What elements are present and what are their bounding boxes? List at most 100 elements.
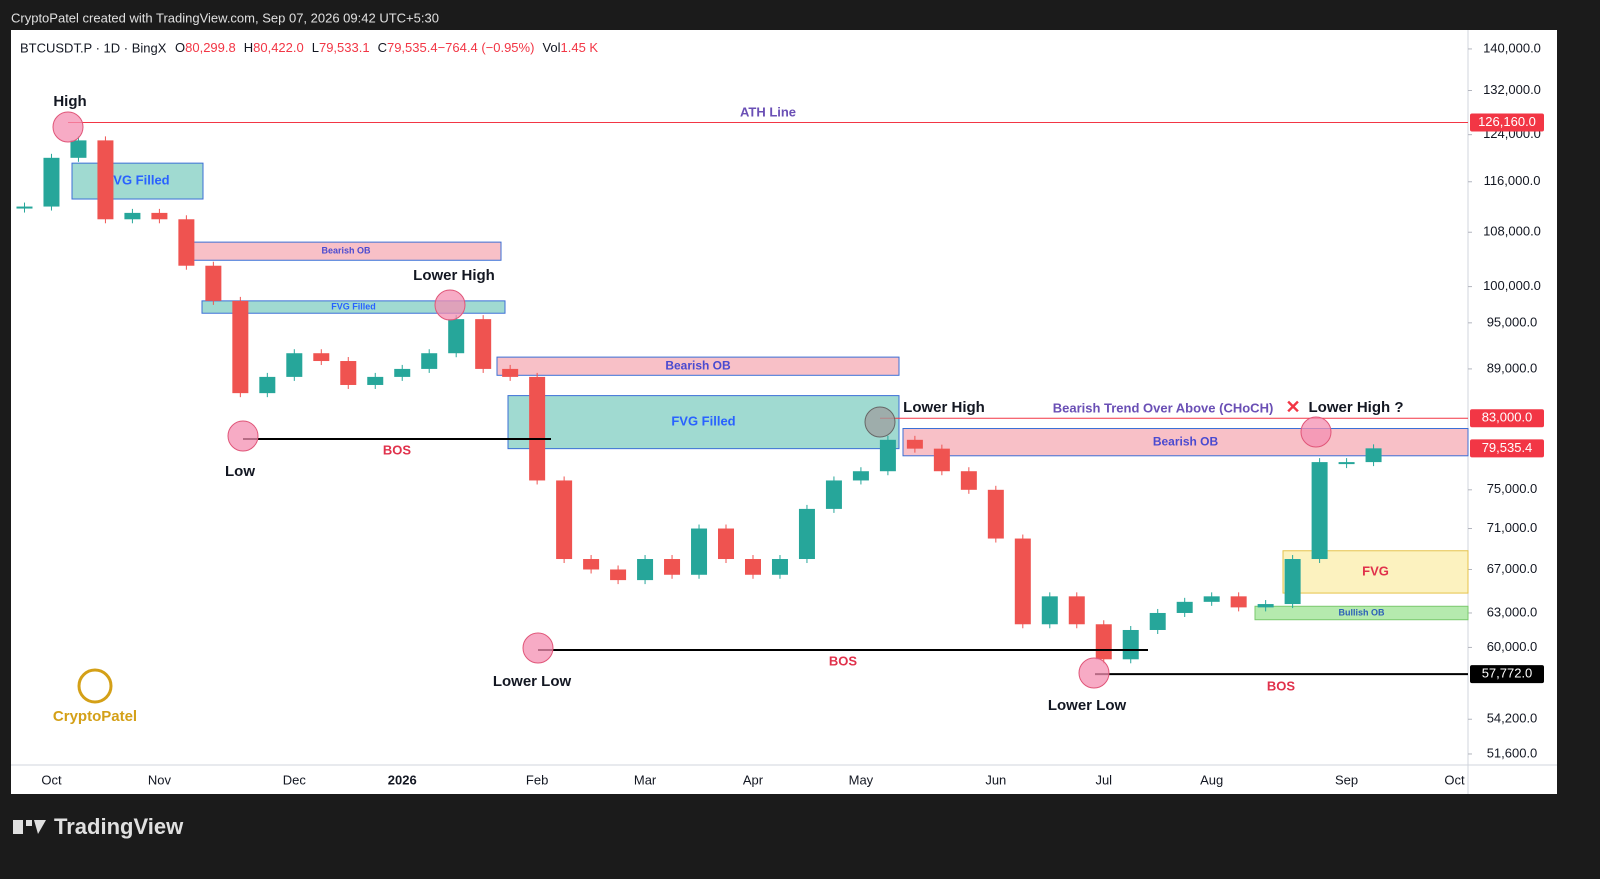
y-tick-label: 63,000.0: [1487, 604, 1538, 619]
annotation: BOS: [383, 442, 412, 457]
ohlc-header: O80,299.8 H80,422.0 L79,533.1 C79,535.4−764…: [175, 40, 598, 55]
candle: [1041, 596, 1058, 625]
x-tick-label: May: [849, 772, 874, 787]
footer-brand: TradingView: [54, 814, 184, 839]
pivot-marker: [864, 406, 896, 438]
candle: [744, 559, 761, 575]
ohlc-value: −764.4 (−0.95%): [438, 40, 535, 55]
pivot-marker: [522, 632, 554, 664]
annotation: Lower Low: [1048, 697, 1127, 714]
candle: [43, 157, 60, 207]
y-tick-label: 108,000.0: [1483, 224, 1541, 239]
candle: [232, 300, 249, 394]
candle: [1095, 624, 1112, 660]
candle: [1365, 448, 1382, 463]
candle: [475, 319, 492, 369]
zone-label: Bearish OB: [665, 358, 731, 372]
annotation: High: [53, 93, 86, 110]
candle: [771, 559, 788, 575]
ohlc-value: 79,535.4: [387, 40, 438, 55]
y-tick-label: 71,000.0: [1487, 520, 1538, 535]
annotation: BOS: [829, 653, 858, 668]
y-tick-label: 51,600.0: [1487, 745, 1538, 760]
y-tick-label: 95,000.0: [1487, 314, 1538, 329]
candle: [259, 376, 276, 394]
candle: [718, 528, 735, 560]
y-tick-label: 89,000.0: [1487, 360, 1538, 375]
candle: [987, 489, 1004, 539]
brand-logo: [13, 820, 23, 834]
candle: [502, 368, 519, 377]
candle: [610, 569, 627, 581]
candle: [1149, 612, 1166, 630]
candle: [852, 471, 869, 481]
candle: [583, 559, 600, 570]
candle: [691, 528, 708, 575]
y-tick-label: 100,000.0: [1483, 278, 1541, 293]
x-tick-label: Nov: [148, 772, 172, 787]
x-tick-label: Dec: [283, 772, 307, 787]
ohlc-key: C: [378, 40, 387, 55]
price-label-box: [1470, 439, 1544, 458]
pivot-marker: [227, 420, 259, 452]
y-tick-label: 60,000.0: [1487, 639, 1538, 654]
zone-label: FVG Filled: [671, 414, 735, 429]
candle: [529, 376, 546, 481]
annotation: Low: [225, 463, 255, 480]
ohlc-value: 80,299.8: [185, 40, 236, 55]
candle: [313, 353, 330, 362]
zone: [1254, 605, 1469, 621]
candle: [1068, 596, 1085, 625]
candle: [124, 212, 141, 220]
pivot-marker: [1078, 657, 1110, 689]
candle: [1122, 629, 1139, 660]
x-tick-label: Jun: [985, 772, 1006, 787]
x-tick-label: Mar: [634, 772, 657, 787]
annotation: Lower High: [413, 267, 495, 284]
y-tick-label: 54,200.0: [1487, 711, 1538, 726]
annotation: Bearish Trend Over Above (CHoCH): [1053, 400, 1274, 415]
candle: [16, 206, 33, 209]
ohlc-key: Vol: [542, 40, 560, 55]
y-tick-label: 75,000.0: [1487, 481, 1538, 496]
zone: [201, 300, 506, 314]
brand-logo: [26, 820, 32, 826]
x-tick-label: Oct: [41, 772, 62, 787]
pivot-marker: [1300, 416, 1332, 448]
symbol: BTCUSDT.P · 1D · BingX: [20, 40, 167, 55]
y-tick-label: 116,000.0: [1484, 173, 1541, 188]
price-label: 79,535.4: [1482, 440, 1533, 455]
x-tick-label: Apr: [743, 772, 764, 787]
pivot-marker: [434, 289, 466, 321]
candle: [1203, 596, 1220, 602]
y-tick-label: 132,000.0: [1483, 82, 1541, 97]
candle: [825, 480, 842, 509]
zone-label: FVG Filled: [331, 301, 376, 311]
ohlc-key: L: [312, 40, 319, 55]
price-label-box: [1470, 113, 1544, 132]
y-tick-label: 140,000.0: [1483, 40, 1541, 55]
candle: [178, 219, 195, 266]
x-tick-label: Sep: [1335, 772, 1358, 787]
top-bar: CryptoPatel created with TradingView.com…: [11, 10, 439, 25]
annotation: ATH Line: [740, 104, 796, 119]
candle: [1176, 601, 1193, 613]
price-label-box: [1470, 665, 1544, 684]
candle: [798, 508, 815, 560]
candle: [448, 319, 465, 354]
ohlc-value: 1.45 K: [561, 40, 599, 55]
candle: [1311, 462, 1328, 560]
x-tick-label: Aug: [1200, 772, 1223, 787]
candle: [1014, 538, 1031, 625]
candle: [97, 140, 114, 220]
x-tick-label: Feb: [526, 772, 548, 787]
candle: [394, 368, 411, 377]
candle: [637, 559, 654, 581]
candle: [367, 376, 384, 385]
candle: [906, 439, 923, 449]
pivot-marker: [52, 111, 84, 143]
candle: [1338, 462, 1355, 465]
x-tick-label: 2026: [388, 772, 417, 787]
